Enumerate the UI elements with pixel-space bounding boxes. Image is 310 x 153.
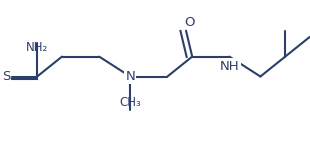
- Text: O: O: [184, 16, 194, 29]
- Text: N: N: [125, 70, 135, 83]
- Text: NH: NH: [219, 60, 239, 73]
- Text: S: S: [2, 70, 11, 83]
- Text: CH₃: CH₃: [119, 96, 141, 109]
- Text: NH₂: NH₂: [26, 41, 48, 54]
